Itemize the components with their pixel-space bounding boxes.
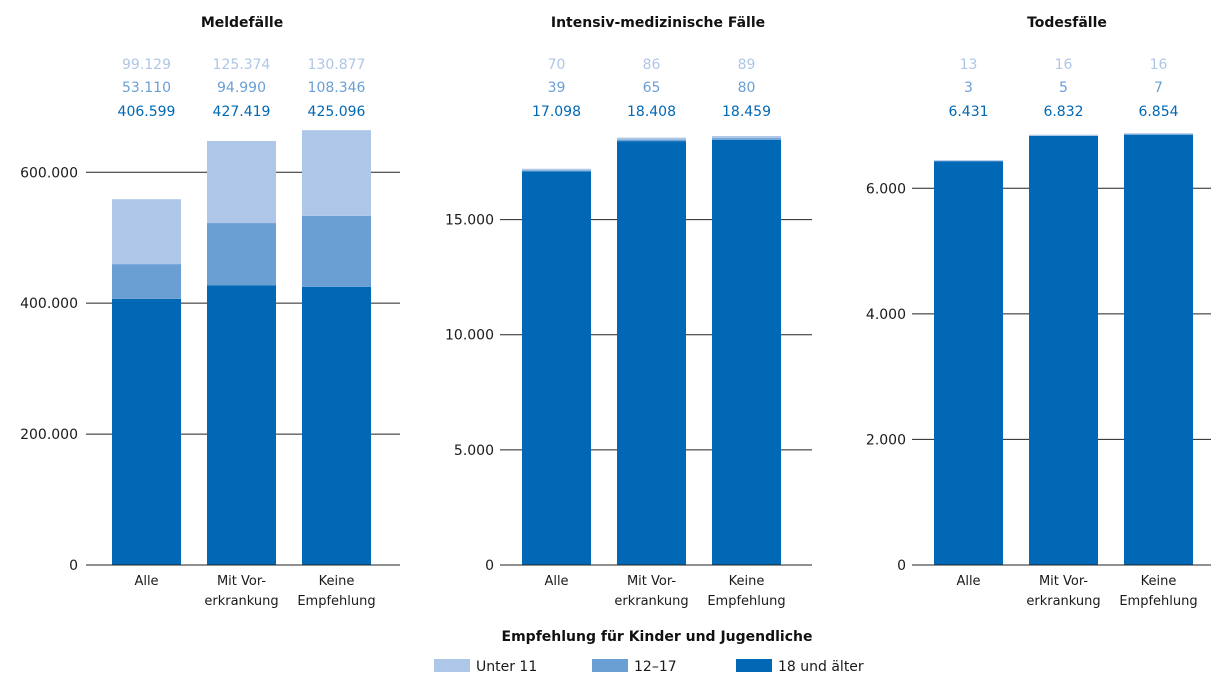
data-label: 16: [1055, 57, 1073, 73]
x-category-label: Mit Vor-: [627, 574, 676, 589]
bar-segment: [1029, 136, 1098, 565]
bar-segment: [712, 139, 781, 566]
x-category-label: Alle: [544, 574, 568, 589]
x-category-label: Empfehlung: [707, 594, 785, 609]
x-category-label: Mit Vor-: [217, 574, 266, 589]
data-label: 86: [643, 57, 661, 73]
x-category-label: erkrankung: [204, 594, 278, 609]
data-label: 406.599: [118, 104, 176, 120]
legend-swatch: [736, 659, 772, 672]
bar-segment: [112, 199, 181, 265]
bar-segment: [617, 141, 686, 565]
x-category-label: Empfehlung: [1119, 594, 1197, 609]
data-label: 18.459: [722, 104, 771, 120]
y-tick-label: 10.000: [445, 328, 494, 344]
bar-segment: [1124, 134, 1193, 565]
y-tick-label: 5.000: [454, 443, 494, 459]
data-label: 5: [1059, 80, 1068, 96]
bar-segment: [302, 130, 371, 216]
legend-title: Empfehlung für Kinder und Jugendliche: [502, 629, 813, 645]
y-tick-label: 200.000: [20, 427, 78, 443]
y-tick-label: 0: [485, 558, 494, 574]
y-tick-label: 6.000: [866, 181, 906, 197]
bar-segment: [522, 171, 591, 565]
data-label: 108.346: [308, 80, 366, 96]
data-label: 13: [960, 57, 978, 73]
bar-segment: [617, 139, 686, 142]
x-category-label: Keine: [1141, 574, 1177, 589]
bar-segment: [302, 286, 371, 565]
data-label: 16: [1150, 57, 1168, 73]
data-label: 80: [738, 80, 756, 96]
bar-segment: [112, 298, 181, 565]
data-label: 99.129: [122, 57, 171, 73]
y-tick-label: 0: [69, 558, 78, 574]
legend-swatch: [434, 659, 470, 672]
data-label: 6.431: [948, 104, 988, 120]
chart-title: Intensiv-medizinische Fälle: [551, 15, 765, 31]
chart-title: Todesfälle: [1027, 15, 1107, 31]
bar-segment: [1124, 133, 1193, 135]
data-label: 18.408: [627, 104, 676, 120]
x-category-label: erkrankung: [614, 594, 688, 609]
y-tick-label: 4.000: [866, 307, 906, 323]
data-label: 53.110: [122, 80, 171, 96]
data-label: 7: [1154, 80, 1163, 96]
x-category-label: erkrankung: [1026, 594, 1100, 609]
bar-segment: [934, 161, 1003, 565]
chart-title: Meldefälle: [201, 15, 283, 31]
bar-segment: [522, 170, 591, 172]
legend-label: 12–17: [634, 659, 677, 675]
bar-segment: [302, 215, 371, 287]
data-label: 17.098: [532, 104, 581, 120]
data-label: 6.854: [1138, 104, 1178, 120]
x-category-label: Keine: [729, 574, 765, 589]
bar-segment: [522, 168, 591, 171]
x-category-label: Empfehlung: [297, 594, 375, 609]
bar-segment: [712, 136, 781, 139]
y-tick-label: 400.000: [20, 296, 78, 312]
data-label: 39: [548, 80, 566, 96]
data-label: 425.096: [308, 104, 366, 120]
x-category-label: Alle: [956, 574, 980, 589]
bar-segment: [207, 285, 276, 565]
data-label: 427.419: [213, 104, 271, 120]
data-label: 130.877: [308, 57, 366, 73]
y-tick-label: 15.000: [445, 213, 494, 229]
bar-segment: [934, 160, 1003, 162]
bar-segment: [1029, 134, 1098, 136]
legend-label: 18 und älter: [778, 659, 864, 675]
data-label: 89: [738, 57, 756, 73]
x-category-label: Mit Vor-: [1039, 574, 1088, 589]
bar-segment: [112, 264, 181, 299]
data-label: 94.990: [217, 80, 266, 96]
y-tick-label: 0: [897, 558, 906, 574]
legend-swatch: [592, 659, 628, 672]
data-label: 65: [643, 80, 661, 96]
data-label: 70: [548, 57, 566, 73]
bar-segment: [207, 140, 276, 224]
bar-segment: [207, 223, 276, 286]
bar-segment: [617, 137, 686, 140]
y-tick-label: 600.000: [20, 165, 78, 181]
x-category-label: Keine: [319, 574, 355, 589]
bar-segment: [712, 138, 781, 140]
data-label: 125.374: [213, 57, 271, 73]
y-tick-label: 2.000: [866, 432, 906, 448]
legend-label: Unter 11: [476, 659, 537, 675]
data-label: 3: [964, 80, 973, 96]
x-category-label: Alle: [134, 574, 158, 589]
data-label: 6.832: [1043, 104, 1083, 120]
